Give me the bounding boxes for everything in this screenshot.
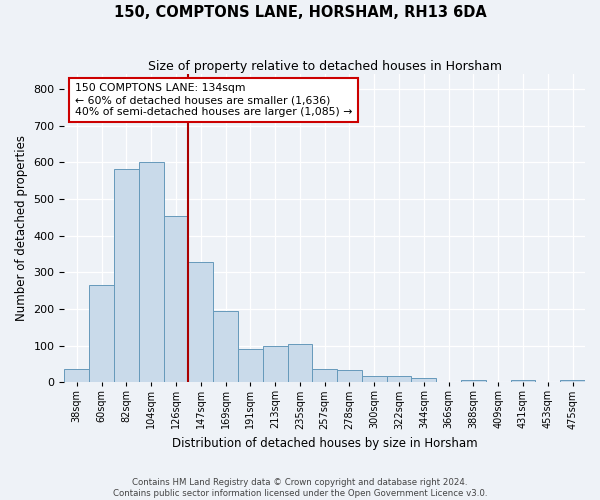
Bar	[238, 349, 263, 382]
Bar	[337, 370, 362, 382]
Bar	[287, 344, 313, 382]
Bar	[511, 380, 535, 382]
Text: 150, COMPTONS LANE, HORSHAM, RH13 6DA: 150, COMPTONS LANE, HORSHAM, RH13 6DA	[113, 5, 487, 20]
Bar	[263, 346, 287, 382]
Text: Contains HM Land Registry data © Crown copyright and database right 2024.
Contai: Contains HM Land Registry data © Crown c…	[113, 478, 487, 498]
Bar	[560, 380, 585, 382]
Bar	[89, 285, 114, 382]
Bar	[188, 262, 213, 382]
Bar	[64, 369, 89, 382]
Title: Size of property relative to detached houses in Horsham: Size of property relative to detached ho…	[148, 60, 502, 73]
Bar	[213, 310, 238, 382]
Text: 150 COMPTONS LANE: 134sqm
← 60% of detached houses are smaller (1,636)
40% of se: 150 COMPTONS LANE: 134sqm ← 60% of detac…	[75, 84, 352, 116]
Bar	[362, 376, 386, 382]
Bar	[461, 380, 486, 382]
Bar	[386, 376, 412, 382]
Y-axis label: Number of detached properties: Number of detached properties	[15, 135, 28, 321]
Bar	[412, 378, 436, 382]
Bar	[313, 369, 337, 382]
Bar	[114, 169, 139, 382]
Bar	[139, 162, 164, 382]
X-axis label: Distribution of detached houses by size in Horsham: Distribution of detached houses by size …	[172, 437, 478, 450]
Bar	[164, 216, 188, 382]
